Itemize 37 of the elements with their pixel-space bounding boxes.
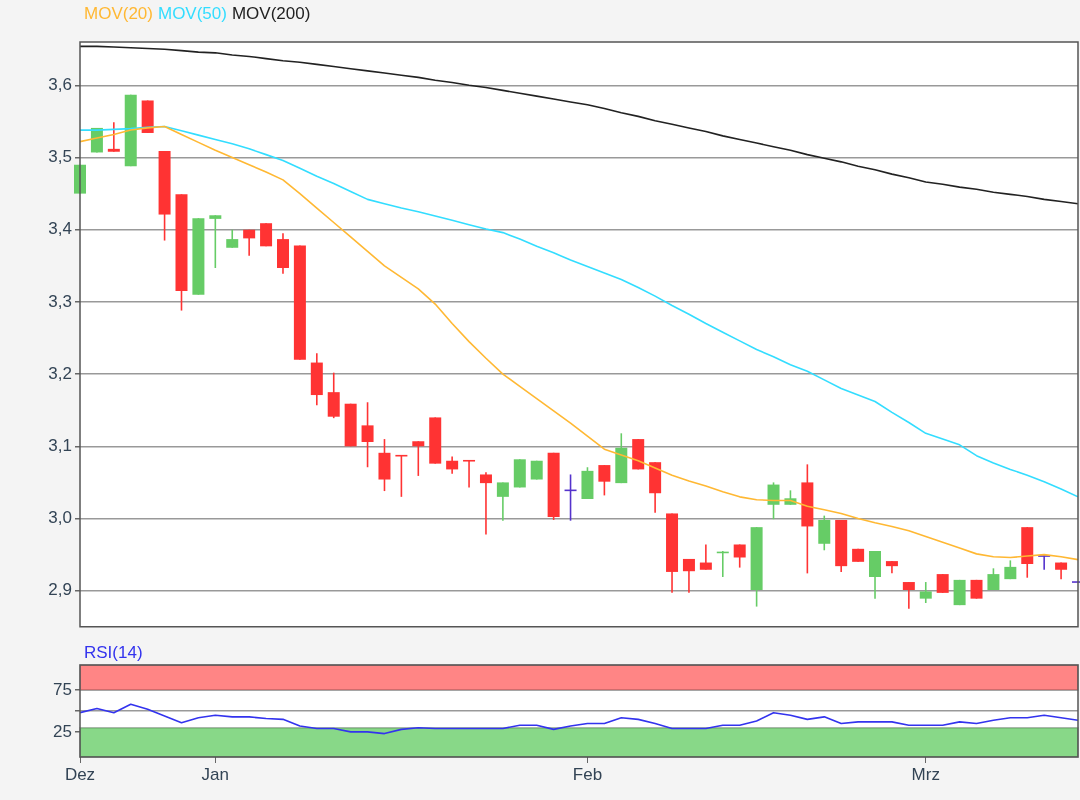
candlestick <box>936 573 949 594</box>
candlestick <box>107 121 120 153</box>
candlestick <box>733 543 746 569</box>
y-tick-label: 3,6 <box>48 75 72 95</box>
y-tick-label: 75 <box>53 679 72 699</box>
x-tick-label: Jan <box>201 764 230 784</box>
text: MOV(20) <box>84 4 153 23</box>
candlestick <box>919 581 932 604</box>
candlestick <box>699 543 712 571</box>
candlestick <box>496 481 509 522</box>
y-tick-label: 2,9 <box>48 580 72 600</box>
candlestick <box>598 464 611 497</box>
y-tick-label: 3,1 <box>48 435 72 455</box>
y-tick-label: 3,2 <box>48 363 72 383</box>
candlestick <box>462 459 476 489</box>
y-tick-label: 25 <box>53 721 72 741</box>
candlestick <box>682 558 695 594</box>
candlestick <box>209 214 222 269</box>
y-tick-label: 3,4 <box>48 219 72 239</box>
text: RSI(14) <box>84 643 143 662</box>
x-tick-label: Feb <box>572 764 603 784</box>
candlestick <box>243 228 256 257</box>
candlestick <box>226 228 239 249</box>
candlestick <box>767 481 780 521</box>
candlestick <box>479 471 492 536</box>
candlestick <box>412 440 425 477</box>
candlestick <box>902 581 915 610</box>
candlestick <box>987 567 1000 591</box>
y-tick-label: 3,3 <box>48 291 72 311</box>
y-tick-label: 3,5 <box>48 147 72 167</box>
candlestick <box>361 401 374 469</box>
x-tick-label: Mrz <box>911 764 940 784</box>
x-tick-label: Dez <box>64 764 96 784</box>
text: MOV(50) <box>157 4 227 23</box>
candlestick <box>818 514 831 552</box>
y-tick-label: 3,0 <box>48 508 72 528</box>
series-label: MOV(200) <box>231 4 311 23</box>
